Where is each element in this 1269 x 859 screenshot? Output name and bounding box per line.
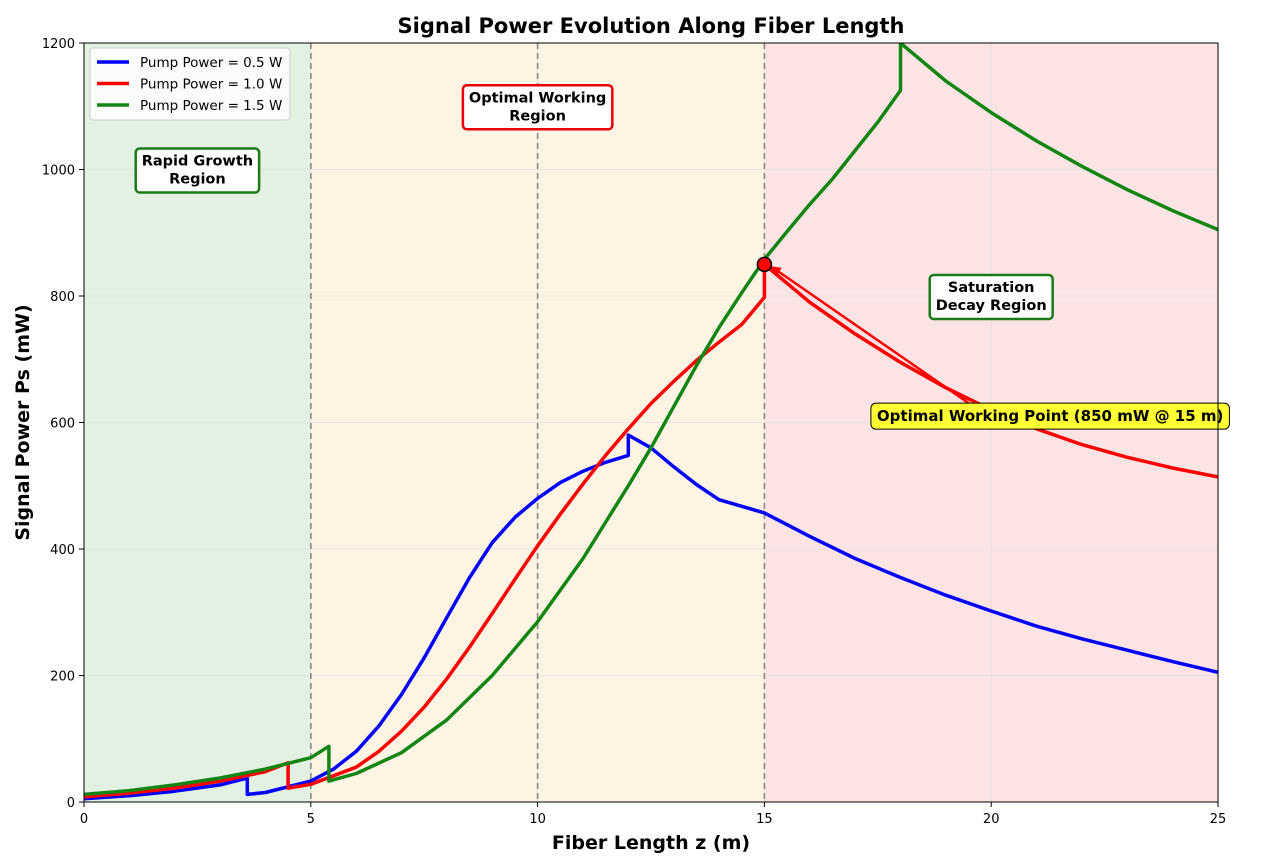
x-tick-label: 15 (756, 812, 773, 827)
y-tick-label: 0 (67, 796, 75, 811)
region-label-1: Optimal Working Region (461, 84, 614, 131)
legend-box (89, 47, 291, 121)
annotation-arrow (770, 266, 971, 406)
region-label-box-1 (461, 84, 614, 131)
region-label-text-0: Rapid Growth Region (142, 154, 253, 188)
region-label-box-0 (134, 147, 261, 194)
region-label-box-2 (928, 273, 1054, 321)
series-line-0 (84, 433, 1218, 801)
region-label-text-1: Optimal Working Region (469, 90, 606, 124)
y-tick-label: 800 (50, 290, 75, 305)
legend-label-1: Pump Power = 1.0 W (140, 77, 282, 93)
x-tick-label: 10 (529, 812, 546, 827)
region-boundary-lines (309, 43, 766, 802)
x-tick-label: 5 (307, 812, 315, 827)
y-tick-label: 200 (50, 670, 75, 685)
y-tick-label: 400 (50, 543, 75, 558)
region-labels: Rapid Growth Region Optimal Working Region S… (134, 84, 1054, 321)
x-axis-ticks: 0 5 10 15 20 25 (80, 802, 1226, 827)
region-label-2: Saturation Decay Region (928, 273, 1054, 321)
x-tick-label: 0 (80, 812, 88, 827)
x-tick-label: 20 (983, 812, 1000, 827)
y-tick-label: 600 (50, 417, 75, 432)
annotation-box (870, 402, 1230, 430)
series-line-2 (84, 43, 1218, 797)
y-tick-label: 1200 (42, 37, 75, 52)
y-axis-title: Signal Power Ps (mW) (12, 304, 34, 540)
chart-title: Signal Power Evolution Along Fiber Lengt… (398, 14, 905, 38)
annotation: Optimal Working Point (850 mW @ 15 m) (756, 256, 1230, 430)
legend-label-2: Pump Power = 1.5 W (140, 98, 282, 114)
y-axis-ticks: 0 200 400 600 800 1000 1200 (42, 37, 84, 811)
annotation-label: Optimal Working Point (850 mW @ 15 m) (877, 407, 1224, 425)
x-tick-label: 25 (1210, 812, 1227, 827)
legend-label-0: Pump Power = 0.5 W (140, 55, 282, 71)
legend: Pump Power = 0.5 W Pump Power = 1.0 W Pump… (89, 47, 291, 121)
region-label-text-2: Saturation Decay Region (936, 280, 1047, 314)
y-tick-label: 1000 (42, 164, 75, 179)
optimal-point-marker (756, 256, 773, 273)
x-axis-title: Fiber Length z (m) (552, 832, 750, 854)
region-label-0: Rapid Growth Region (134, 147, 261, 194)
